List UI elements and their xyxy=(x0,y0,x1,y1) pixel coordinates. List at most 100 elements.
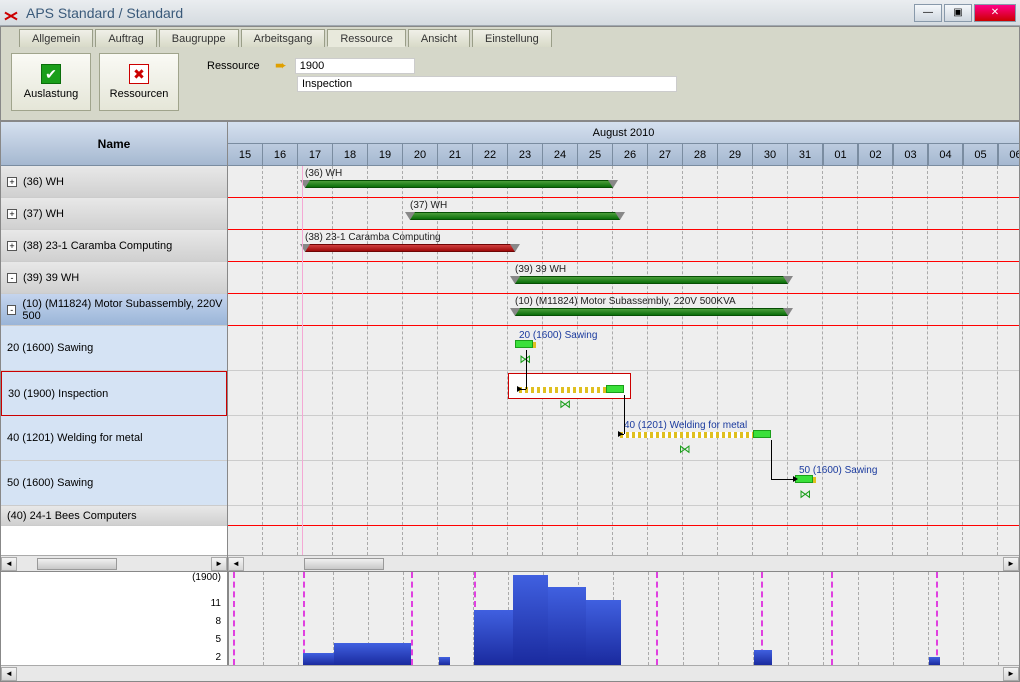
month-label: August 2010 xyxy=(228,122,1019,144)
tab-ansicht[interactable]: Ansicht xyxy=(408,29,470,47)
row-r10[interactable]: -(10) (M11824) Motor Subassembly, 220V 5… xyxy=(1,294,227,326)
cancel-icon: ✖ xyxy=(129,64,149,84)
bar-label: (37) WH xyxy=(410,200,447,211)
collapse-icon[interactable]: - xyxy=(7,305,16,315)
bowtie-icon: ⋈ xyxy=(799,487,811,501)
expand-icon[interactable]: + xyxy=(7,177,17,187)
row-r38[interactable]: + (38) 23-1 Caramba Computing xyxy=(1,230,227,262)
timeline-header: August 2010 1516171819202122232425262728… xyxy=(228,122,1019,166)
tab-arbeitsgang[interactable]: Arbeitsgang xyxy=(241,29,326,47)
title-bar: APS Standard / Standard — ▣ ✕ xyxy=(0,0,1020,26)
scroll-thumb[interactable] xyxy=(37,558,117,570)
day-header: 16 xyxy=(263,144,298,166)
histo-hscroll[interactable]: ◄ ► xyxy=(1,665,1019,681)
histogram-pane: (1900)11852 ◄ ► xyxy=(1,571,1019,681)
row-r40b[interactable]: (40) 24-1 Bees Computers xyxy=(1,506,227,526)
gantt-row xyxy=(228,326,1019,371)
tab-auftrag[interactable]: Auftrag xyxy=(95,29,156,47)
row-r40[interactable]: 40 (1201) Welding for metal xyxy=(1,416,227,461)
histo-bar xyxy=(303,653,335,665)
day-header: 03 xyxy=(893,144,928,166)
minimize-button[interactable]: — xyxy=(914,4,942,22)
row-label: (40) 24-1 Bees Computers xyxy=(7,510,137,522)
day-header: 25 xyxy=(578,144,613,166)
tab-allgemein[interactable]: Allgemein xyxy=(19,29,93,47)
gantt-bar[interactable] xyxy=(515,276,788,284)
row-r20[interactable]: 20 (1600) Sawing xyxy=(1,326,227,371)
day-header: 24 xyxy=(543,144,578,166)
ressourcen-button[interactable]: ✖ Ressourcen xyxy=(99,53,179,111)
day-header: 31 xyxy=(788,144,823,166)
ressource-name-input[interactable] xyxy=(297,76,677,92)
histo-bar xyxy=(474,610,513,665)
op-bar[interactable] xyxy=(753,430,771,438)
day-header: 30 xyxy=(753,144,788,166)
expand-icon[interactable]: + xyxy=(7,209,17,219)
gantt-row xyxy=(228,506,1019,526)
toolbar: ✔ Auslastung ✖ Ressourcen Ressource ➨ xyxy=(1,47,1019,121)
day-header: 15 xyxy=(228,144,263,166)
histo-ytick: 8 xyxy=(215,616,221,627)
day-header: 20 xyxy=(403,144,438,166)
histo-bar xyxy=(754,650,772,665)
tab-baugruppe[interactable]: Baugruppe xyxy=(159,29,239,47)
row-label: (38) 23-1 Caramba Computing xyxy=(23,240,172,252)
window-title: APS Standard / Standard xyxy=(26,5,183,21)
scroll-right-button[interactable]: ► xyxy=(211,557,227,571)
bar-label: (10) (M11824) Motor Subassembly, 220V 50… xyxy=(515,296,736,307)
ressource-label: Ressource xyxy=(207,60,267,72)
histo-scroll-right[interactable]: ► xyxy=(1003,667,1019,681)
tab-ressource[interactable]: Ressource xyxy=(327,29,406,47)
row-r37[interactable]: +(37) WH xyxy=(1,198,227,230)
collapse-icon[interactable]: - xyxy=(7,273,17,283)
gantt-scroll-right[interactable]: ► xyxy=(1003,557,1019,571)
expand-icon[interactable]: + xyxy=(7,241,17,251)
gantt-bar[interactable] xyxy=(305,244,515,252)
row-r50[interactable]: 50 (1600) Sawing xyxy=(1,461,227,506)
ressource-code-input[interactable] xyxy=(295,58,415,74)
row-label: 30 (1900) Inspection xyxy=(8,388,108,400)
histo-bar xyxy=(586,600,621,665)
check-icon: ✔ xyxy=(41,64,61,84)
histo-ytick: (1900) xyxy=(192,572,221,583)
app-icon xyxy=(4,5,20,21)
gantt-bar[interactable] xyxy=(515,308,788,316)
histo-bar xyxy=(334,643,411,665)
left-pane: Name +(36) WH+(37) WH+(38) 23-1 Caramba … xyxy=(1,122,228,571)
scroll-left-button[interactable]: ◄ xyxy=(1,557,17,571)
gantt-bar[interactable] xyxy=(410,212,620,220)
row-r30[interactable]: 30 (1900) Inspection xyxy=(1,371,227,416)
row-label: (10) (M11824) Motor Subassembly, 220V 50… xyxy=(22,298,227,322)
tab-einstellung[interactable]: Einstellung xyxy=(472,29,552,47)
auslastung-button[interactable]: ✔ Auslastung xyxy=(11,53,91,111)
histo-ytick: 5 xyxy=(215,634,221,645)
gantt-bar[interactable] xyxy=(305,180,613,188)
histo-bar xyxy=(439,657,450,665)
day-header: 18 xyxy=(333,144,368,166)
gantt-row xyxy=(228,461,1019,506)
row-label: (39) 39 WH xyxy=(23,272,79,284)
ressourcen-label: Ressourcen xyxy=(110,88,169,100)
op-bar[interactable] xyxy=(515,340,533,348)
gantt-scroll-left[interactable]: ◄ xyxy=(228,557,244,571)
close-button[interactable]: ✕ xyxy=(974,4,1016,22)
bar-label: (39) 39 WH xyxy=(515,264,566,275)
day-header: 26 xyxy=(613,144,648,166)
row-r36[interactable]: +(36) WH xyxy=(1,166,227,198)
bar-label: (36) WH xyxy=(305,168,342,179)
row-r39[interactable]: -(39) 39 WH xyxy=(1,262,227,294)
left-hscroll[interactable]: ◄ ► xyxy=(1,555,227,571)
gantt-scroll-thumb[interactable] xyxy=(304,558,384,570)
day-header: 22 xyxy=(473,144,508,166)
op-bar[interactable] xyxy=(606,385,624,393)
day-header: 27 xyxy=(648,144,683,166)
day-header: 05 xyxy=(963,144,998,166)
maximize-button[interactable]: ▣ xyxy=(944,4,972,22)
gantt-hscroll[interactable]: ◄ ► xyxy=(228,555,1019,571)
auslastung-label: Auslastung xyxy=(24,88,78,100)
day-header: 28 xyxy=(683,144,718,166)
bar-label: (38) 23-1 Caramba Computing xyxy=(305,232,441,243)
histo-scroll-left[interactable]: ◄ xyxy=(1,667,17,681)
day-header: 02 xyxy=(858,144,893,166)
name-column-header: Name xyxy=(1,122,227,166)
